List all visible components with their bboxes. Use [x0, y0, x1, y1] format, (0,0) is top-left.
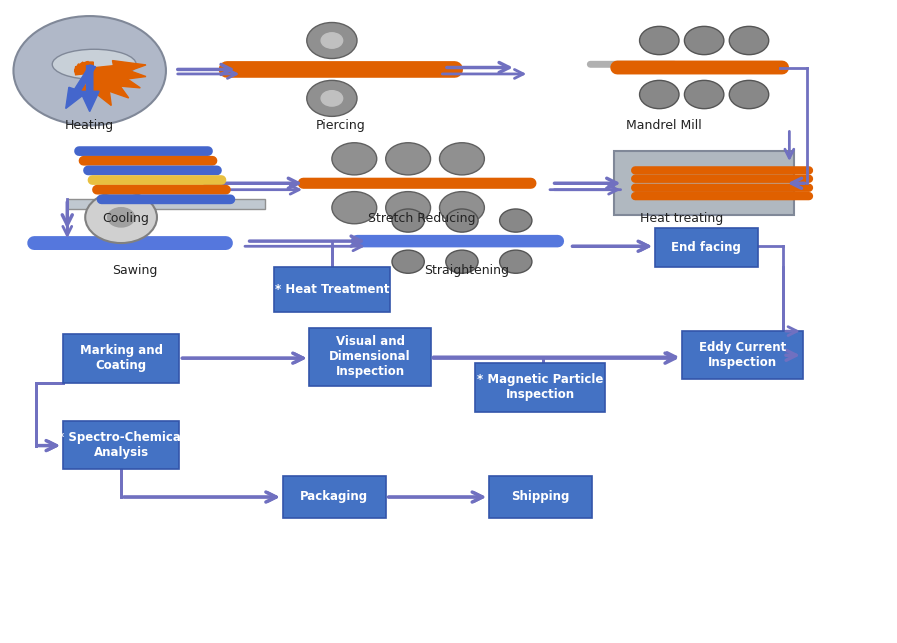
Text: Marking and
Coating: Marking and Coating: [80, 345, 162, 372]
Text: Straightening: Straightening: [424, 264, 509, 276]
Circle shape: [108, 208, 135, 227]
FancyBboxPatch shape: [489, 476, 592, 518]
Circle shape: [307, 80, 357, 116]
Circle shape: [386, 192, 431, 224]
Text: Stretch Reducing: Stretch Reducing: [368, 212, 475, 225]
FancyBboxPatch shape: [475, 363, 605, 412]
FancyBboxPatch shape: [283, 476, 386, 518]
FancyArrow shape: [78, 62, 128, 98]
Circle shape: [13, 16, 166, 125]
FancyBboxPatch shape: [274, 267, 390, 312]
FancyBboxPatch shape: [67, 199, 265, 209]
Circle shape: [457, 180, 466, 186]
FancyArrow shape: [65, 65, 96, 109]
FancyArrow shape: [75, 64, 140, 88]
Circle shape: [440, 192, 484, 224]
Text: Visual and
Dimensional
Inspection: Visual and Dimensional Inspection: [329, 336, 411, 378]
FancyBboxPatch shape: [309, 328, 431, 386]
FancyBboxPatch shape: [63, 421, 179, 469]
Text: Mandrel Mill: Mandrel Mill: [626, 119, 701, 132]
Ellipse shape: [52, 50, 136, 79]
Text: Sawing: Sawing: [112, 264, 157, 276]
Circle shape: [729, 26, 769, 55]
FancyBboxPatch shape: [655, 228, 758, 267]
Text: Eddy Current
Inspection: Eddy Current Inspection: [699, 341, 786, 369]
Circle shape: [332, 192, 377, 224]
FancyBboxPatch shape: [682, 331, 803, 379]
Circle shape: [640, 26, 679, 55]
Circle shape: [332, 143, 377, 175]
Text: Packaging: Packaging: [300, 490, 368, 503]
Text: Heating: Heating: [65, 119, 114, 132]
FancyArrow shape: [79, 62, 100, 108]
Text: Shipping: Shipping: [511, 490, 570, 503]
Text: Heat treating: Heat treating: [640, 212, 723, 225]
Text: * Heat Treatment: * Heat Treatment: [274, 283, 389, 296]
Circle shape: [729, 80, 769, 109]
Circle shape: [392, 209, 424, 232]
Circle shape: [500, 209, 532, 232]
Text: End facing: End facing: [672, 241, 741, 254]
FancyArrow shape: [74, 60, 146, 76]
Text: * Spectro-Chemical
Analysis: * Spectro-Chemical Analysis: [57, 431, 185, 459]
Circle shape: [684, 80, 724, 109]
Circle shape: [386, 143, 431, 175]
Text: Cooling: Cooling: [102, 212, 149, 225]
FancyArrow shape: [81, 66, 99, 112]
Circle shape: [640, 80, 679, 109]
Circle shape: [350, 180, 359, 186]
Circle shape: [321, 91, 343, 106]
Circle shape: [440, 143, 484, 175]
Text: * Magnetic Particle
Inspection: * Magnetic Particle Inspection: [477, 374, 604, 401]
Circle shape: [85, 192, 157, 243]
Circle shape: [446, 209, 478, 232]
Text: Piercing: Piercing: [316, 119, 366, 132]
FancyBboxPatch shape: [614, 151, 794, 215]
Circle shape: [392, 250, 424, 273]
FancyArrow shape: [82, 62, 111, 105]
Circle shape: [404, 180, 413, 186]
Circle shape: [321, 33, 343, 48]
FancyArrow shape: [74, 66, 146, 81]
Circle shape: [307, 23, 357, 59]
Circle shape: [684, 26, 724, 55]
Circle shape: [446, 250, 478, 273]
FancyBboxPatch shape: [63, 334, 179, 383]
Circle shape: [500, 250, 532, 273]
